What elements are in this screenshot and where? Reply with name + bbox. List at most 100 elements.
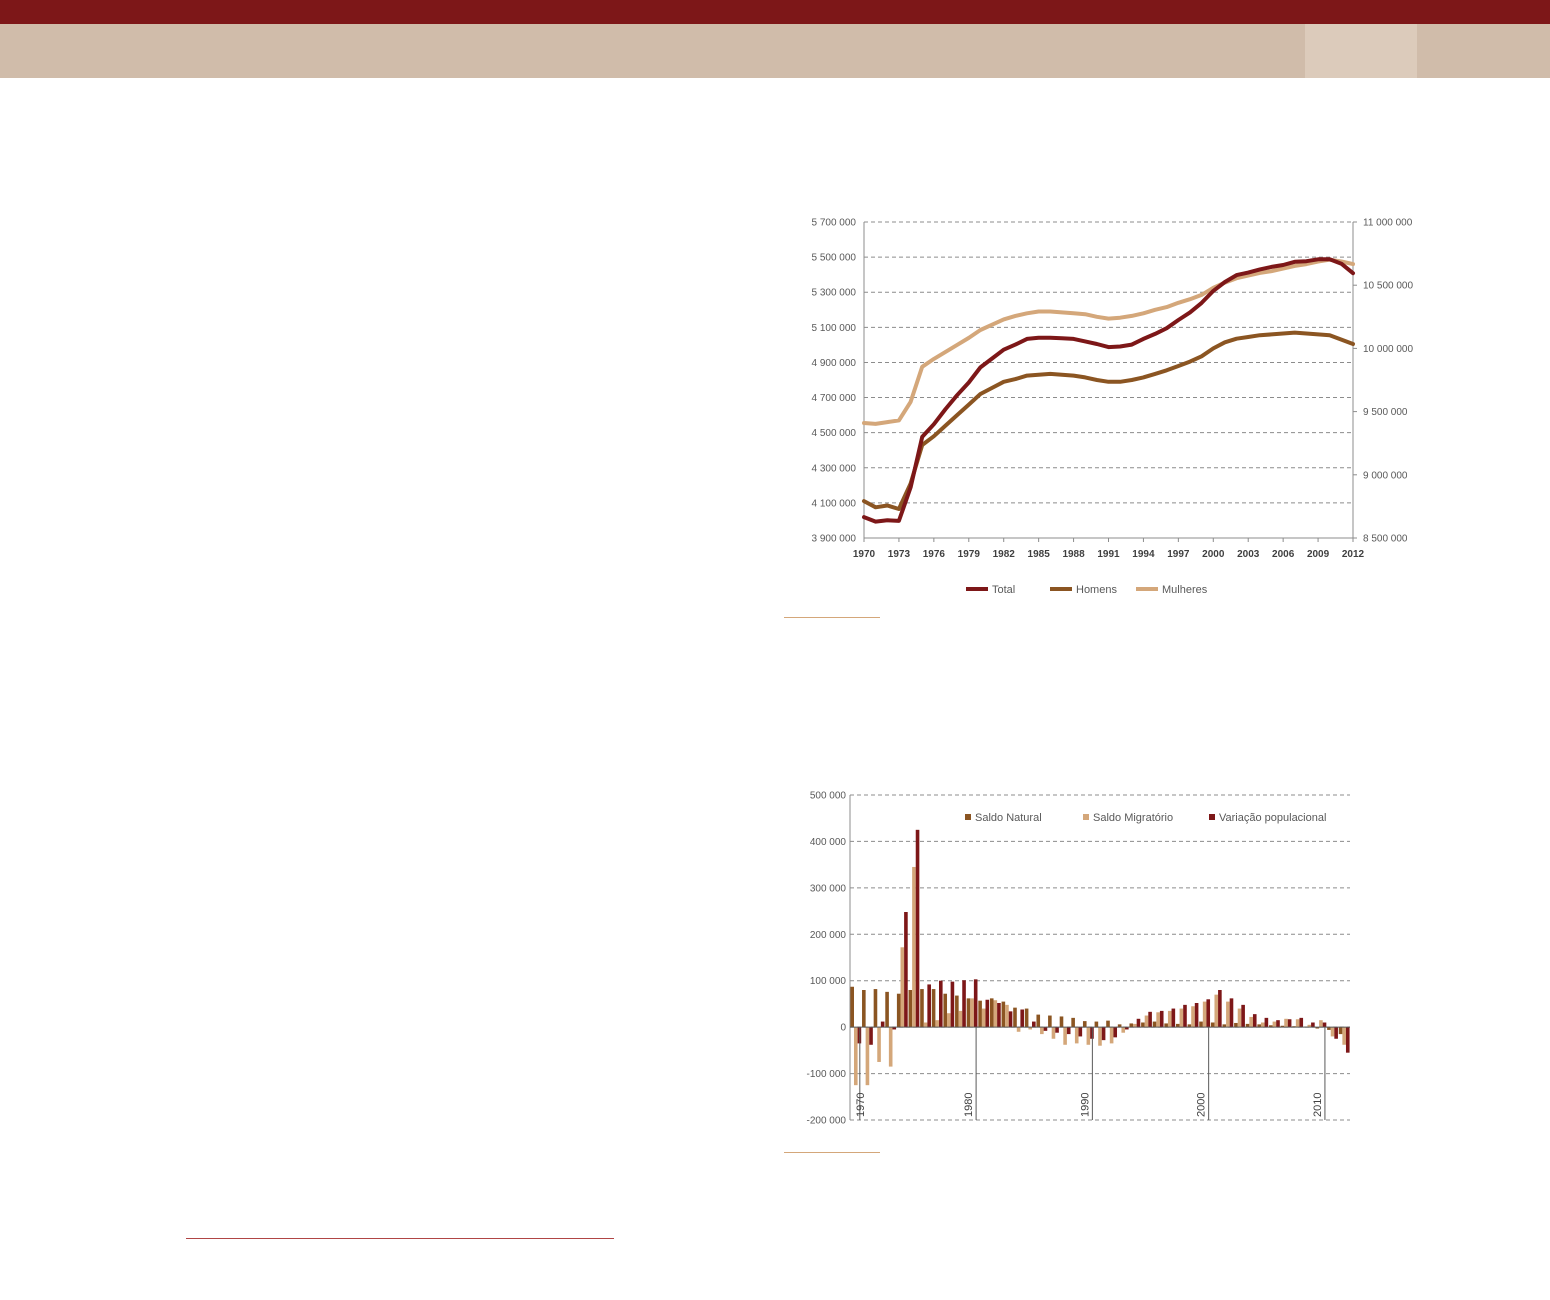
bar-varia-o-populacional: [880, 1021, 885, 1028]
x-tick-label: 1982: [993, 549, 1016, 560]
y-right-tick-label: 8 500 000: [1363, 534, 1408, 545]
bar-varia-o-populacional: [1311, 1022, 1315, 1028]
bar-saldo-natural: [978, 1000, 982, 1028]
bar-saldo-migrat-rio: [1121, 1027, 1126, 1033]
header-top-bar: [0, 0, 1550, 24]
bar-varia-o-populacional: [1276, 1020, 1280, 1028]
decade-label: 2000: [1196, 1093, 1208, 1117]
legend-swatch: [965, 814, 971, 820]
bar-varia-o-populacional: [1194, 1003, 1199, 1028]
bar-varia-o-populacional: [1264, 1017, 1269, 1028]
bar-saldo-natural: [1106, 1020, 1110, 1028]
bar-saldo-natural: [920, 989, 924, 1028]
y-right-tick-label: 10 500 000: [1363, 281, 1413, 292]
bar-varia-o-populacional: [927, 984, 931, 1028]
legend-label: Saldo Migratório: [1093, 812, 1173, 824]
y-tick-label: -200 000: [807, 1116, 847, 1127]
x-tick-label: 1988: [1062, 549, 1085, 560]
bar-varia-o-populacional: [1148, 1011, 1152, 1028]
bar-saldo-natural: [1117, 1024, 1122, 1028]
bar-varia-o-populacional: [1101, 1027, 1106, 1041]
bar-saldo-natural: [1175, 1023, 1180, 1028]
bar-varia-o-populacional: [1171, 1008, 1176, 1028]
bar-saldo-natural: [1048, 1015, 1052, 1028]
series-line-mulheres: [862, 257, 1355, 426]
bar-saldo-migrat-rio: [900, 947, 905, 1028]
y-left-tick-label: 4 300 000: [812, 463, 857, 474]
bar-saldo-natural: [885, 991, 889, 1028]
bar-varia-o-populacional: [1055, 1027, 1059, 1033]
bar-saldo-natural: [1245, 1023, 1250, 1028]
y-left-tick-label: 5 100 000: [812, 323, 857, 334]
bar-varia-o-populacional: [1229, 998, 1234, 1028]
bar-saldo-natural: [1059, 1016, 1064, 1028]
bar-varia-o-populacional: [1241, 1004, 1245, 1028]
bar-saldo-natural: [1071, 1017, 1075, 1028]
bar-varia-o-populacional: [1066, 1027, 1071, 1035]
bar-saldo-natural: [1094, 1021, 1099, 1028]
series-line-homens: [862, 330, 1355, 511]
bar-saldo-migrat-rio: [1237, 1008, 1242, 1028]
y-left-tick-label: 4 100 000: [812, 498, 857, 509]
decade-label: 2010: [1312, 1093, 1324, 1117]
x-tick-label: 2012: [1342, 549, 1365, 560]
bar-saldo-natural: [966, 998, 971, 1028]
bar-saldo-migrat-rio: [935, 1020, 939, 1028]
bar-saldo-migrat-rio: [947, 1013, 951, 1028]
bar-varia-o-populacional: [1078, 1027, 1083, 1037]
legend-label: Saldo Natural: [975, 812, 1042, 824]
bar-saldo-migrat-rio: [888, 1027, 893, 1067]
bar-saldo-migrat-rio: [1202, 1001, 1207, 1028]
bar-varia-o-populacional: [1252, 1014, 1257, 1028]
y-left-tick-label: 4 900 000: [812, 358, 857, 369]
bar-varia-o-populacional: [985, 999, 990, 1028]
bar-saldo-natural: [1164, 1023, 1168, 1028]
bar-varia-o-populacional: [950, 981, 955, 1028]
x-tick-label: 2006: [1272, 549, 1295, 560]
bar-varia-o-populacional: [892, 1027, 897, 1030]
chart1-source-rule: [784, 617, 880, 618]
y-tick-label: 500 000: [810, 791, 847, 802]
legend-label: Variação populacional: [1219, 812, 1326, 824]
bar-saldo-migrat-rio: [1133, 1023, 1137, 1028]
bar-saldo-migrat-rio: [1284, 1018, 1288, 1028]
population-line-chart: 3 900 000 4 100 000 4 300 000 4 500 000 4 70…: [812, 218, 1414, 597]
chart2-source-rule: [784, 1152, 880, 1153]
series-line-total: [862, 257, 1355, 524]
bar-saldo-migrat-rio: [1098, 1027, 1102, 1046]
y-left-tick-label: 5 300 000: [812, 288, 857, 299]
bar-saldo-natural: [1152, 1021, 1157, 1028]
bar-saldo-migrat-rio: [1191, 1006, 1195, 1028]
bar-saldo-natural: [850, 986, 854, 1028]
bar-saldo-natural: [955, 995, 959, 1028]
bar-saldo-migrat-rio: [1214, 994, 1219, 1028]
bar-saldo-migrat-rio: [1051, 1027, 1056, 1039]
bar-saldo-migrat-rio: [1295, 1019, 1300, 1028]
y-right-tick-label: 11 000 000: [1363, 218, 1413, 229]
y-left-tick-label: 5 700 000: [812, 218, 857, 229]
bar-saldo-natural: [1024, 1008, 1029, 1028]
bar-varia-o-populacional: [1125, 1027, 1129, 1030]
legend-label: Mulheres: [1162, 584, 1208, 596]
bar-saldo-migrat-rio: [1249, 1016, 1253, 1028]
bar-varia-o-populacional: [997, 1003, 1001, 1028]
bar-varia-o-populacional: [915, 829, 920, 1028]
bar-saldo-migrat-rio: [970, 998, 974, 1028]
header-sub-bar: [0, 24, 1550, 78]
y-left-tick-label: 5 500 000: [812, 253, 857, 264]
bar-varia-o-populacional: [1113, 1027, 1118, 1038]
bar-varia-o-populacional: [1043, 1027, 1048, 1031]
bar-saldo-natural: [1234, 1022, 1238, 1028]
bar-saldo-natural: [1199, 1021, 1203, 1028]
population-bar-chart: -200 000 -100 000 0 100 000 200 000 300 000 40…: [807, 791, 1350, 1127]
x-tick-label: 1970: [853, 549, 876, 560]
footnote-rule: [186, 1238, 614, 1239]
bar-saldo-migrat-rio: [1074, 1027, 1079, 1044]
bar-varia-o-populacional: [1206, 999, 1211, 1028]
bar-saldo-natural: [931, 989, 936, 1028]
bar-saldo-natural: [1338, 1027, 1343, 1035]
bar-saldo-natural: [989, 998, 994, 1028]
bar-saldo-migrat-rio: [981, 1008, 986, 1028]
y-left-tick-label: 3 900 000: [812, 534, 857, 545]
bar-saldo-natural: [1082, 1021, 1087, 1028]
